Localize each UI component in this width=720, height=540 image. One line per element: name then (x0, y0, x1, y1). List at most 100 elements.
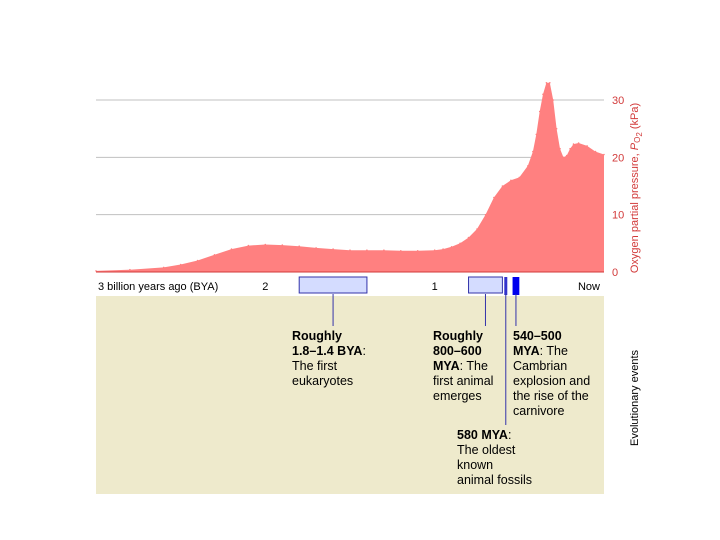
data-point (467, 236, 470, 239)
data-point (545, 82, 548, 84)
data-point (586, 145, 588, 147)
data-point (527, 165, 529, 167)
data-point (162, 266, 165, 269)
event-range-box (298, 276, 368, 294)
event-label-segment: Roughly (433, 329, 483, 343)
event-range-box (468, 276, 503, 294)
events-band (96, 276, 604, 494)
event-label-line: carnivore (513, 404, 564, 418)
y-tick-label: 10 (612, 210, 624, 222)
data-point (95, 270, 97, 272)
data-point (535, 133, 538, 136)
events-axis-title: Evolutionary events (629, 350, 641, 446)
event-label-segment: Cambrian (513, 359, 567, 373)
data-point (569, 147, 571, 150)
data-point (532, 150, 534, 153)
data-point (298, 245, 301, 247)
event-label-line: Roughly (292, 329, 342, 343)
x-tick-label: Now (578, 281, 600, 293)
data-point (603, 153, 605, 156)
data-point (510, 179, 512, 182)
event-label-segment: Roughly (292, 329, 342, 343)
data-point (562, 156, 565, 159)
event-label-segment: : (508, 428, 511, 442)
event-marker (504, 277, 508, 295)
event-label-line: 580 MYA: (457, 428, 511, 442)
data-point (549, 82, 551, 84)
y-tick-label: 0 (612, 267, 618, 279)
event-label-line: emerges (433, 389, 482, 403)
y-tick-label: 30 (612, 95, 624, 107)
event-label-line: MYA: The (513, 344, 568, 358)
event-label-line: Roughly (433, 329, 483, 343)
y-axis-title: Oxygen partial pressure, PO2 (kPa) (629, 103, 644, 273)
data-point (577, 142, 580, 144)
event-label-segment: : (362, 344, 365, 358)
event-label-line: animal fossils (457, 473, 532, 487)
data-point (442, 248, 444, 250)
data-point (450, 246, 453, 248)
data-point (281, 244, 284, 246)
y-axis-title-symbol: P (629, 142, 641, 150)
data-point (542, 93, 544, 96)
data-point (129, 268, 131, 271)
event-label-segment: The oldest (457, 443, 516, 457)
data-point (459, 242, 461, 245)
event-label-line: MYA: The (433, 359, 488, 373)
data-point (565, 154, 568, 157)
data-point (559, 147, 561, 150)
event-label-segment: : The (460, 359, 488, 373)
data-point (572, 143, 575, 145)
data-point (538, 110, 541, 113)
data-point (416, 250, 419, 252)
event-label-segment: 800–600 (433, 344, 482, 358)
event-label-segment: MYA (433, 359, 460, 373)
data-point (493, 196, 495, 199)
event-label-segment: the rise of the (513, 389, 589, 403)
data-point (400, 250, 402, 252)
event-label-segment: 580 MYA (457, 428, 508, 442)
data-point (349, 249, 351, 251)
data-point (383, 249, 385, 251)
y-axis-title-subscript-digit: 2 (635, 132, 644, 137)
data-point (484, 213, 487, 216)
x-tick-label: 3 billion years ago (BYA) (98, 281, 218, 293)
data-point (264, 243, 267, 246)
event-label-segment: MYA (513, 344, 540, 358)
data-point (213, 254, 216, 256)
event-label-segment: carnivore (513, 404, 564, 418)
event-label-line: first animal (433, 374, 493, 388)
event-label-line: 540–500 (513, 329, 562, 343)
event-label-line: The oldest (457, 443, 516, 457)
data-point (366, 249, 368, 251)
data-point (179, 263, 182, 266)
event-label-segment: explosion and (513, 374, 590, 388)
event-label-line: explosion and (513, 374, 590, 388)
data-point (433, 249, 436, 251)
y-tick-label: 20 (612, 152, 624, 164)
data-point (247, 244, 250, 247)
event-label-segment: 540–500 (513, 329, 562, 343)
event-label-line: The first (292, 359, 338, 373)
x-tick-label: 2 (262, 281, 268, 293)
event-label-segment: : The (540, 344, 568, 358)
event-label-line: the rise of the (513, 389, 589, 403)
data-point (315, 247, 317, 249)
event-label-line: Cambrian (513, 359, 567, 373)
event-bar (512, 277, 520, 295)
data-point (476, 228, 478, 230)
data-point (501, 185, 504, 187)
y-axis-title-unit: (kPa) (629, 103, 641, 132)
data-point (196, 259, 199, 262)
data-point (518, 176, 521, 179)
event-label-line: eukaryotes (292, 374, 353, 388)
event-label-segment: The first (292, 359, 338, 373)
event-label-segment: animal fossils (457, 473, 532, 487)
event-label-segment: eukaryotes (292, 374, 353, 388)
data-point (594, 150, 597, 153)
data-point (332, 248, 334, 250)
